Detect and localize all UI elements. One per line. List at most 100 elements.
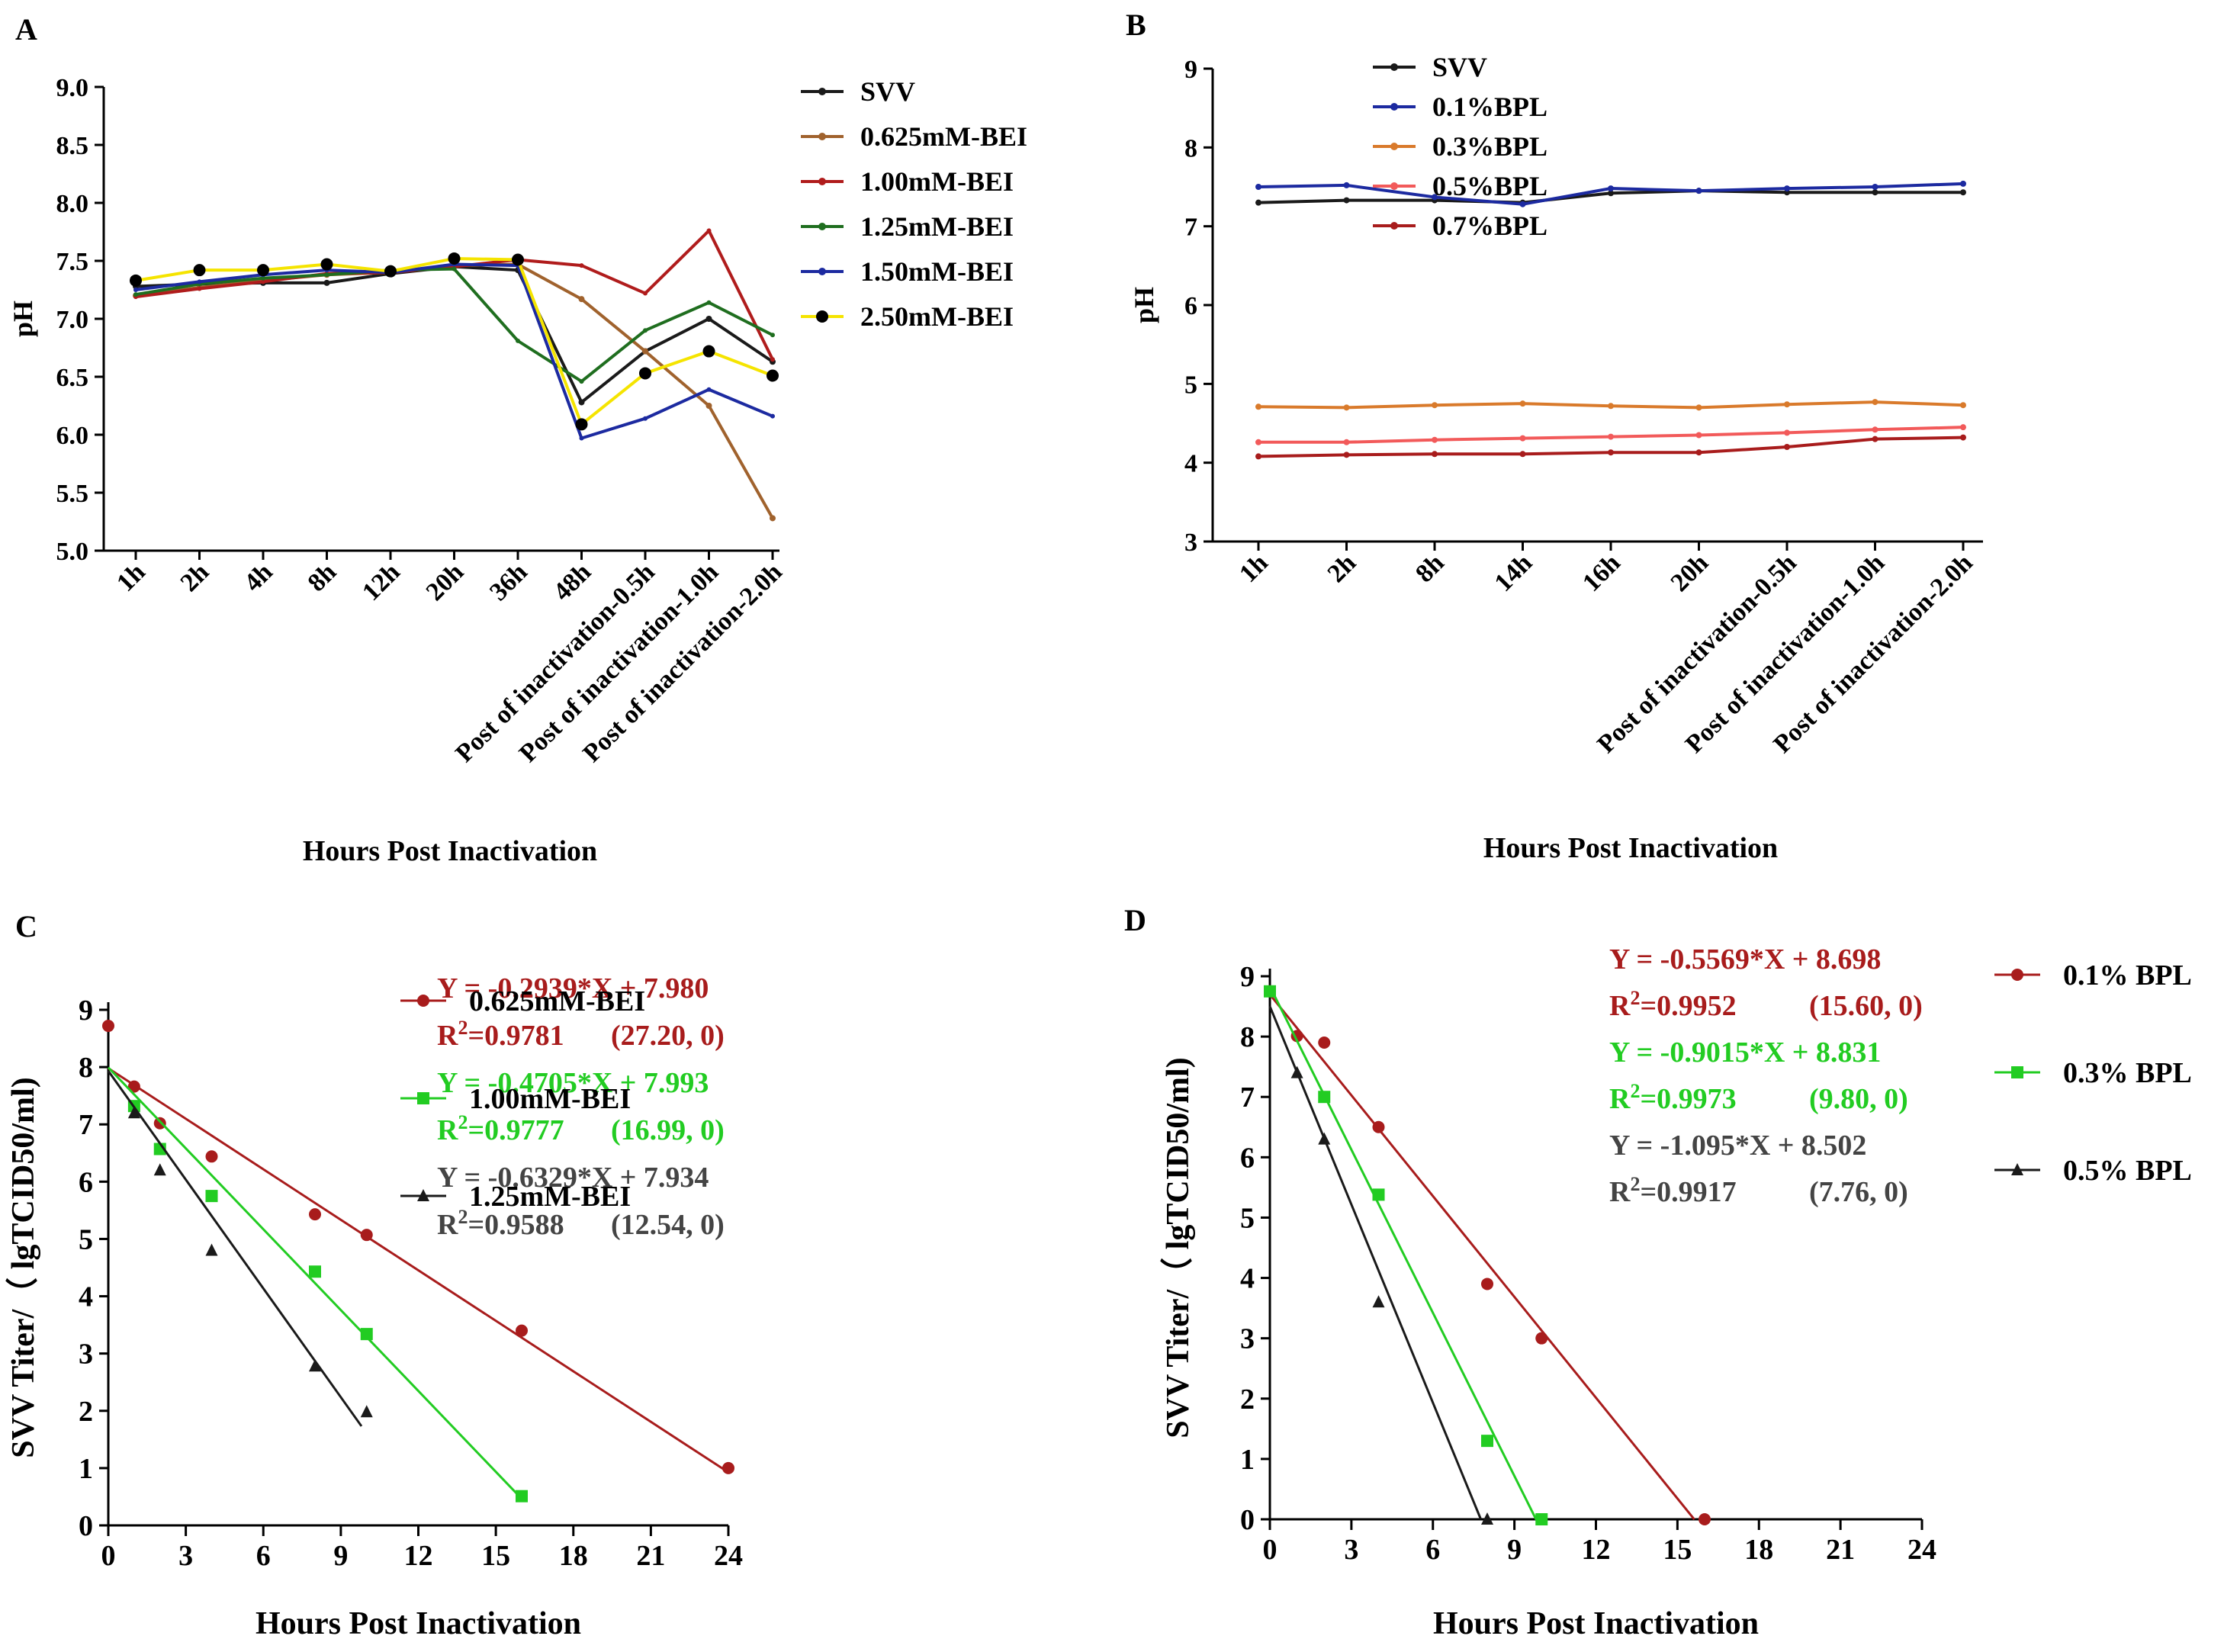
data-point xyxy=(1255,184,1261,190)
y-tick-label: 1 xyxy=(79,1453,93,1485)
data-point xyxy=(130,274,142,287)
data-point xyxy=(323,279,330,286)
data-point xyxy=(1784,401,1790,408)
x-tick-label: 3 xyxy=(1344,1534,1358,1566)
x-tick-label: 20h xyxy=(421,558,470,606)
data-point xyxy=(512,253,524,266)
legend-label: 1.00mM-BEI xyxy=(860,166,1014,197)
x-tick-label: 6 xyxy=(256,1540,271,1572)
x-intercept: (27.20, 0) xyxy=(611,1020,725,1052)
legend-label: 0.7%BPL xyxy=(1432,211,1547,241)
fit-line xyxy=(1268,1005,1482,1520)
y-tick-label: 6.0 xyxy=(56,422,89,450)
legend-label: SVV xyxy=(1432,52,1487,82)
data-point xyxy=(1695,404,1702,411)
y-tick-label: 6 xyxy=(79,1166,93,1198)
x-tick-label: 4h xyxy=(239,558,278,597)
y-tick-label: 3 xyxy=(1184,529,1197,557)
y-tick-label: 8 xyxy=(1184,134,1197,162)
data-point xyxy=(1784,185,1790,192)
legend-label: 1.00mM-BEI xyxy=(469,1083,631,1115)
x-tick-label: 2h xyxy=(175,558,215,597)
data-point xyxy=(706,300,712,305)
x-tick-label: 3 xyxy=(178,1540,193,1572)
panel-label: B xyxy=(1126,8,1146,42)
data-point xyxy=(1872,426,1879,433)
x-intercept: (12.54, 0) xyxy=(611,1209,725,1241)
y-tick-label: 0 xyxy=(1240,1504,1255,1536)
legend-marker xyxy=(818,268,826,275)
data-point xyxy=(575,418,588,431)
y-tick-label: 4 xyxy=(1184,450,1197,478)
x-tick-label: 12 xyxy=(404,1540,433,1572)
legend-label: 1.50mM-BEI xyxy=(860,256,1014,287)
data-point xyxy=(643,416,648,421)
fit-equation: Y = -0.4705*X + 7.993 xyxy=(437,1067,709,1099)
data-point xyxy=(1343,452,1350,458)
legend-label: 2.50mM-BEI xyxy=(860,301,1014,332)
data-point xyxy=(1432,194,1438,201)
fit-line xyxy=(1268,985,1538,1520)
data-point xyxy=(360,1405,373,1418)
data-point xyxy=(1255,199,1261,206)
data-point xyxy=(1372,1120,1385,1133)
data-point xyxy=(1343,182,1350,188)
y-tick-label: 8 xyxy=(1240,1021,1255,1053)
legend-marker xyxy=(417,995,429,1007)
data-point xyxy=(1372,1188,1385,1201)
data-point xyxy=(102,1020,114,1033)
legend-marker xyxy=(1390,143,1398,150)
data-point xyxy=(1695,449,1702,456)
data-point xyxy=(579,263,584,268)
data-point xyxy=(309,1208,321,1221)
y-tick-label: 9 xyxy=(1184,56,1197,84)
legend-marker xyxy=(818,178,826,185)
y-tick-label: 5.0 xyxy=(56,538,89,566)
y-tick-label: 3 xyxy=(1240,1323,1255,1355)
data-point xyxy=(1318,1037,1331,1049)
series-line xyxy=(135,262,774,519)
series-line xyxy=(135,228,774,361)
x-tick-label: 0 xyxy=(101,1540,116,1572)
legend-marker xyxy=(1390,103,1398,111)
x-axis-title: Hours Post Inactivation xyxy=(1483,832,1778,864)
data-point xyxy=(1872,435,1879,442)
y-tick-label: 9 xyxy=(79,995,93,1027)
data-point xyxy=(702,345,715,358)
data-point xyxy=(153,1163,166,1176)
fit-equation: Y = -0.6329*X + 7.934 xyxy=(437,1162,709,1194)
data-point xyxy=(1255,453,1261,460)
data-point xyxy=(133,292,138,297)
y-tick-label: 9.0 xyxy=(56,74,89,102)
x-tick-label: 0 xyxy=(1263,1534,1278,1566)
x-axis-title: Hours Post Inactivation xyxy=(1433,1606,1759,1641)
y-tick-label: 3 xyxy=(79,1339,93,1371)
legend-label: SVV xyxy=(860,76,915,107)
data-point xyxy=(205,1150,218,1163)
data-point xyxy=(1695,432,1702,439)
data-point xyxy=(360,1328,373,1341)
data-point xyxy=(1608,185,1614,192)
legend-marker xyxy=(818,133,826,140)
data-point xyxy=(1535,1513,1548,1525)
x-tick-label: 16h xyxy=(1577,548,1626,597)
y-tick-label: 8 xyxy=(79,1052,93,1084)
x-intercept: (7.76, 0) xyxy=(1809,1176,1908,1208)
data-point xyxy=(642,348,648,355)
x-tick-label: 9 xyxy=(333,1540,348,1572)
legend-label: 0.625mM-BEI xyxy=(469,985,645,1017)
data-point xyxy=(1872,184,1879,190)
data-point xyxy=(578,399,585,406)
data-point xyxy=(261,275,265,281)
y-tick-label: 2 xyxy=(79,1396,93,1428)
data-point xyxy=(579,379,584,384)
data-point xyxy=(722,1461,734,1474)
legend-marker xyxy=(417,1189,429,1201)
y-tick-label: 5 xyxy=(79,1223,93,1255)
data-point xyxy=(1519,451,1526,458)
x-intercept: (9.80, 0) xyxy=(1809,1083,1908,1115)
fit-line xyxy=(1268,993,1695,1521)
data-point xyxy=(643,328,648,333)
data-point xyxy=(1290,1065,1303,1078)
